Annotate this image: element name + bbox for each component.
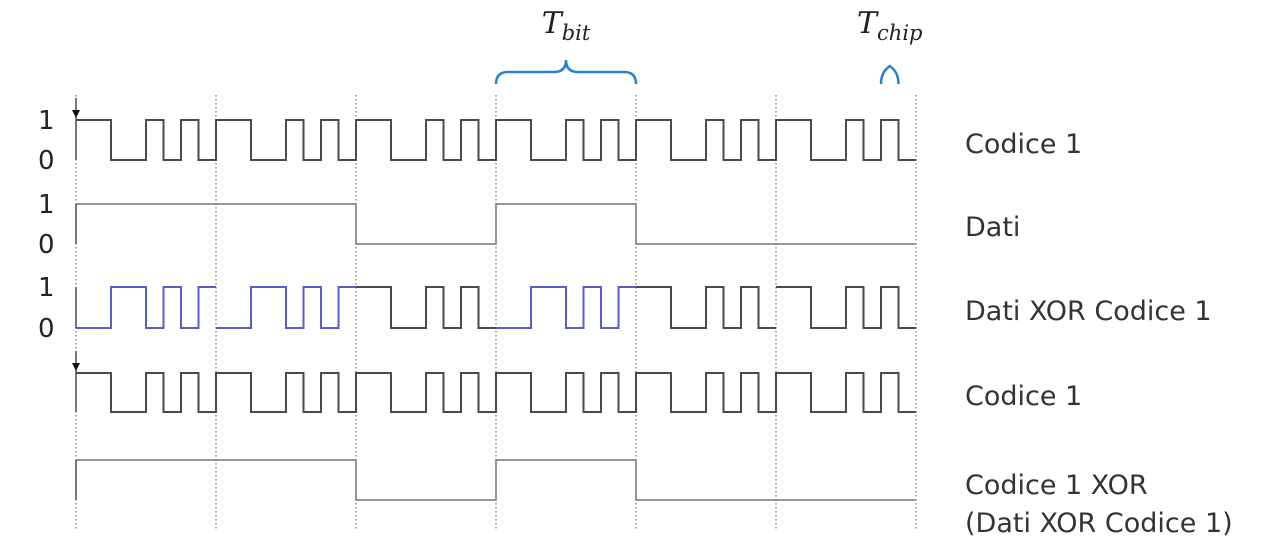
row-label-code1b: Codice 1 xyxy=(965,381,1082,412)
xor-bit-segment xyxy=(636,286,776,329)
axis-low-label: 0 xyxy=(38,314,55,344)
row-labels: Codice 1 Dati Dati XOR Codice 1 Codice 1 Cod… xyxy=(965,129,1233,539)
waveforms xyxy=(72,98,916,501)
waveform-line xyxy=(76,119,916,161)
waveform-line xyxy=(76,203,916,245)
t-chip-label: Tchip xyxy=(857,6,922,45)
period-annotations: Tbit Tchip xyxy=(494,6,922,85)
sample-arrow-icon xyxy=(72,363,80,371)
waveform-line xyxy=(76,459,916,501)
waveform-code1b xyxy=(72,351,916,413)
xor-bit-segment xyxy=(496,286,636,329)
row-label-xor: Dati XOR Codice 1 xyxy=(965,296,1212,327)
xor-bit-segment xyxy=(76,286,216,329)
waveform-data xyxy=(75,203,916,245)
xor-bit-segment xyxy=(216,286,356,329)
t-bit-label: Tbit xyxy=(542,6,591,45)
axis-labels: 1 0 1 0 1 0 xyxy=(38,106,55,344)
bit-boundary-guides xyxy=(75,95,917,530)
row-label-code1: Codice 1 xyxy=(965,129,1082,160)
axis-low-label: 0 xyxy=(38,146,55,176)
waveform-decoded xyxy=(75,459,916,501)
t-bit-brace xyxy=(494,59,638,85)
row-label-data: Dati xyxy=(965,212,1020,243)
axis-low-label: 0 xyxy=(38,230,55,260)
row-label-decoded-line2: (Dati XOR Codice 1) xyxy=(965,508,1233,539)
waveform-line xyxy=(76,372,916,413)
axis-high-label: 1 xyxy=(38,273,55,303)
sample-arrow-icon xyxy=(72,110,80,118)
row-label-decoded: Codice 1 XOR xyxy=(965,470,1148,501)
xor-bit-segment xyxy=(356,286,496,329)
waveform-code1 xyxy=(72,98,916,161)
xor-bit-segment xyxy=(776,286,916,329)
t-chip-brace xyxy=(879,64,900,85)
axis-high-label: 1 xyxy=(38,106,55,136)
axis-high-label: 1 xyxy=(38,190,55,220)
waveform-xor xyxy=(75,286,916,329)
